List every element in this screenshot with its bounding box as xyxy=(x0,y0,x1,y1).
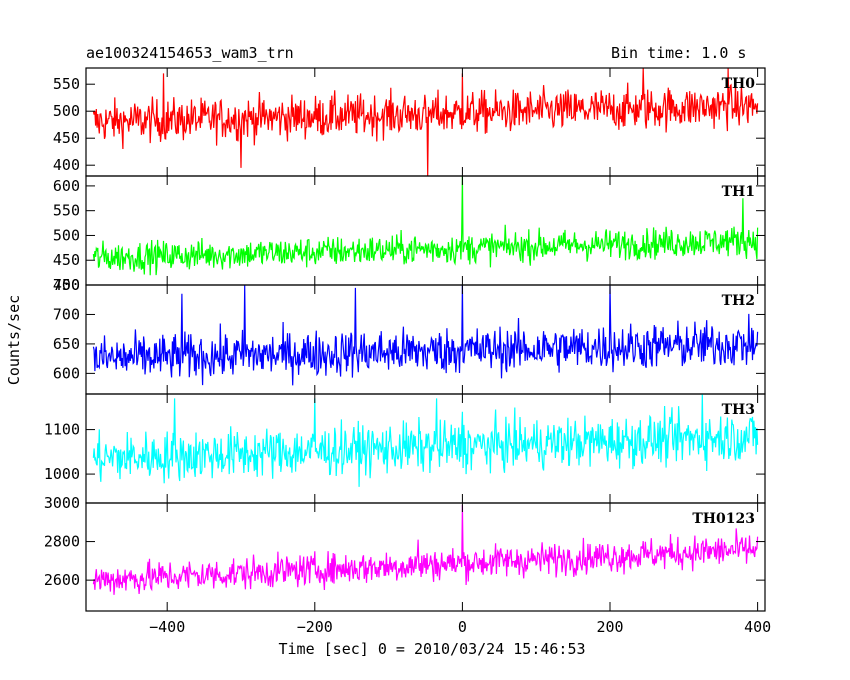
panel-label-th1: TH1 xyxy=(722,184,755,200)
panel-label-th3: TH3 xyxy=(722,402,755,418)
y-tick-label: 500 xyxy=(53,226,80,244)
panel-frame-th3 xyxy=(85,393,766,504)
panel-frame-th1 xyxy=(85,175,766,286)
y-tick-label: 450 xyxy=(53,251,80,269)
y-tick-label: 550 xyxy=(53,202,80,220)
y-tick-label: 400 xyxy=(53,276,80,294)
y-tick-label: 650 xyxy=(53,335,80,353)
x-tick-label: 200 xyxy=(596,618,623,636)
series-line-th0123 xyxy=(92,504,759,595)
y-tick-label: 1000 xyxy=(44,465,80,483)
x-tick-label: 0 xyxy=(458,618,467,636)
series-line-th1 xyxy=(92,175,759,276)
x-axis-label: Time [sec] 0 = 2010/03/24 15:46:53 xyxy=(278,640,586,658)
y-tick-label: 2600 xyxy=(44,571,80,589)
y-tick-label: 2800 xyxy=(44,533,80,551)
panel-label-th0123: TH0123 xyxy=(692,511,755,527)
x-tick-label: −200 xyxy=(297,618,333,636)
panel-label-th2: TH2 xyxy=(722,293,755,309)
y-tick-label: 750 xyxy=(53,276,80,294)
chart-title: ae100324154653_wam3_trn xyxy=(86,44,294,62)
series-line-th3 xyxy=(92,393,759,487)
y-tick-label: 600 xyxy=(53,364,80,382)
y-tick-label: 600 xyxy=(53,177,80,195)
series-line-th0 xyxy=(92,67,759,177)
y-tick-label: 1100 xyxy=(44,421,80,439)
series-line-th2 xyxy=(92,284,759,386)
x-tick-label: 400 xyxy=(744,618,771,636)
panel-label-th0: TH0 xyxy=(722,76,756,92)
y-tick-label: 550 xyxy=(53,75,80,93)
y-tick-label: 700 xyxy=(53,305,80,323)
y-tick-label: 400 xyxy=(53,156,80,174)
y-tick-label: 3000 xyxy=(44,494,80,512)
y-axis-label: Counts/sec xyxy=(5,294,23,386)
y-tick-label: 450 xyxy=(53,129,80,147)
panel-frame-th0123 xyxy=(85,502,766,612)
y-tick-label: 500 xyxy=(53,102,80,120)
chart-subtitle: Bin time: 1.0 s xyxy=(611,44,747,62)
x-tick-label: −400 xyxy=(149,618,185,636)
